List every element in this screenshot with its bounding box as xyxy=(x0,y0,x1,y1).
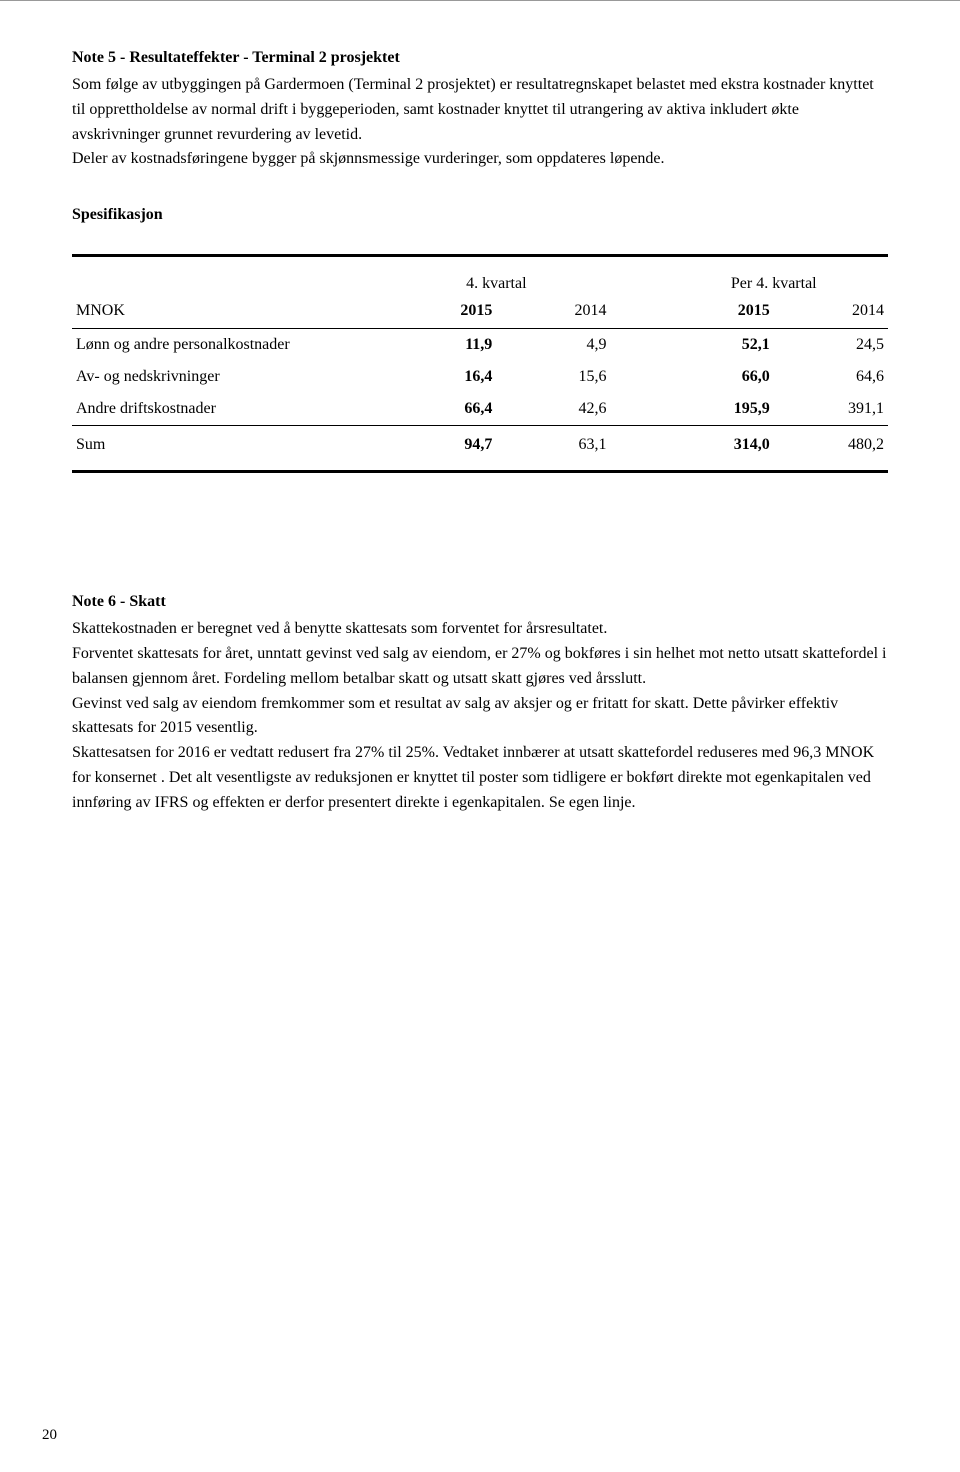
sum-label: Sum xyxy=(72,426,382,472)
cell: 52,1 xyxy=(660,329,774,362)
group-per-q4: Per 4. kvartal xyxy=(660,256,889,296)
cell: 195,9 xyxy=(660,393,774,426)
cell: 391,1 xyxy=(774,393,888,426)
note-6-heading: Note 6 - Skatt xyxy=(72,593,888,611)
note-5-paragraph-2: Deler av kostnadsføringene bygger på skj… xyxy=(72,147,888,172)
note-6-paragraph-1: Skattekostnaden er beregnet ved å benytt… xyxy=(72,617,888,642)
year-2014-p: 2014 xyxy=(774,295,888,329)
page-number: 20 xyxy=(42,1427,57,1444)
row-label: Av- og nedskrivninger xyxy=(72,361,382,393)
cell: 66,0 xyxy=(660,361,774,393)
table-row: Lønn og andre personalkostnader 11,9 4,9… xyxy=(72,329,888,362)
cell: 4,9 xyxy=(496,329,610,362)
sum-row: Sum 94,7 63,1 314,0 480,2 xyxy=(72,426,888,472)
sum-cell: 94,7 xyxy=(382,426,496,472)
sum-cell: 314,0 xyxy=(660,426,774,472)
group-header-row: 4. kvartal Per 4. kvartal xyxy=(72,256,888,296)
cell: 11,9 xyxy=(382,329,496,362)
empty-cell xyxy=(72,256,382,296)
year-2015-q: 2015 xyxy=(382,295,496,329)
gap-cell xyxy=(611,256,660,296)
year-2014-q: 2014 xyxy=(496,295,610,329)
row-label: Lønn og andre personalkostnader xyxy=(72,329,382,362)
spec-table-wrap: 4. kvartal Per 4. kvartal MNOK 2015 2014… xyxy=(72,254,888,473)
col-header-row: MNOK 2015 2014 2015 2014 xyxy=(72,295,888,329)
row-label: Andre driftskostnader xyxy=(72,393,382,426)
spec-heading: Spesifikasjon xyxy=(72,206,888,224)
note-6-paragraph-4: Skattesatsen for 2016 er vedtatt reduser… xyxy=(72,741,888,815)
gap-cell xyxy=(611,295,660,329)
cell: 42,6 xyxy=(496,393,610,426)
table-row: Andre driftskostnader 66,4 42,6 195,9 39… xyxy=(72,393,888,426)
cell: 64,6 xyxy=(774,361,888,393)
year-2015-p: 2015 xyxy=(660,295,774,329)
gap-cell xyxy=(611,361,660,393)
cell: 16,4 xyxy=(382,361,496,393)
gap-cell xyxy=(611,329,660,362)
note-5-heading: Note 5 - Resultateffekter - Terminal 2 p… xyxy=(72,49,888,67)
cell: 24,5 xyxy=(774,329,888,362)
note-5-section: Note 5 - Resultateffekter - Terminal 2 p… xyxy=(72,49,888,224)
gap-cell xyxy=(611,426,660,472)
note-6-paragraph-3: Gevinst ved salg av eiendom fremkommer s… xyxy=(72,692,888,742)
note-5-paragraph-1: Som følge av utbyggingen på Gardermoen (… xyxy=(72,73,888,147)
sum-cell: 480,2 xyxy=(774,426,888,472)
mnok-label: MNOK xyxy=(72,295,382,329)
cell: 15,6 xyxy=(496,361,610,393)
table-row: Av- og nedskrivninger 16,4 15,6 66,0 64,… xyxy=(72,361,888,393)
gap-cell xyxy=(611,393,660,426)
page: Note 5 - Resultateffekter - Terminal 2 p… xyxy=(0,0,960,1472)
sum-cell: 63,1 xyxy=(496,426,610,472)
spec-table: 4. kvartal Per 4. kvartal MNOK 2015 2014… xyxy=(72,254,888,473)
note-6-section: Note 6 - Skatt Skattekostnaden er beregn… xyxy=(72,593,888,815)
note-6-paragraph-2: Forventet skattesats for året, unntatt g… xyxy=(72,642,888,692)
group-q4: 4. kvartal xyxy=(382,256,610,296)
cell: 66,4 xyxy=(382,393,496,426)
